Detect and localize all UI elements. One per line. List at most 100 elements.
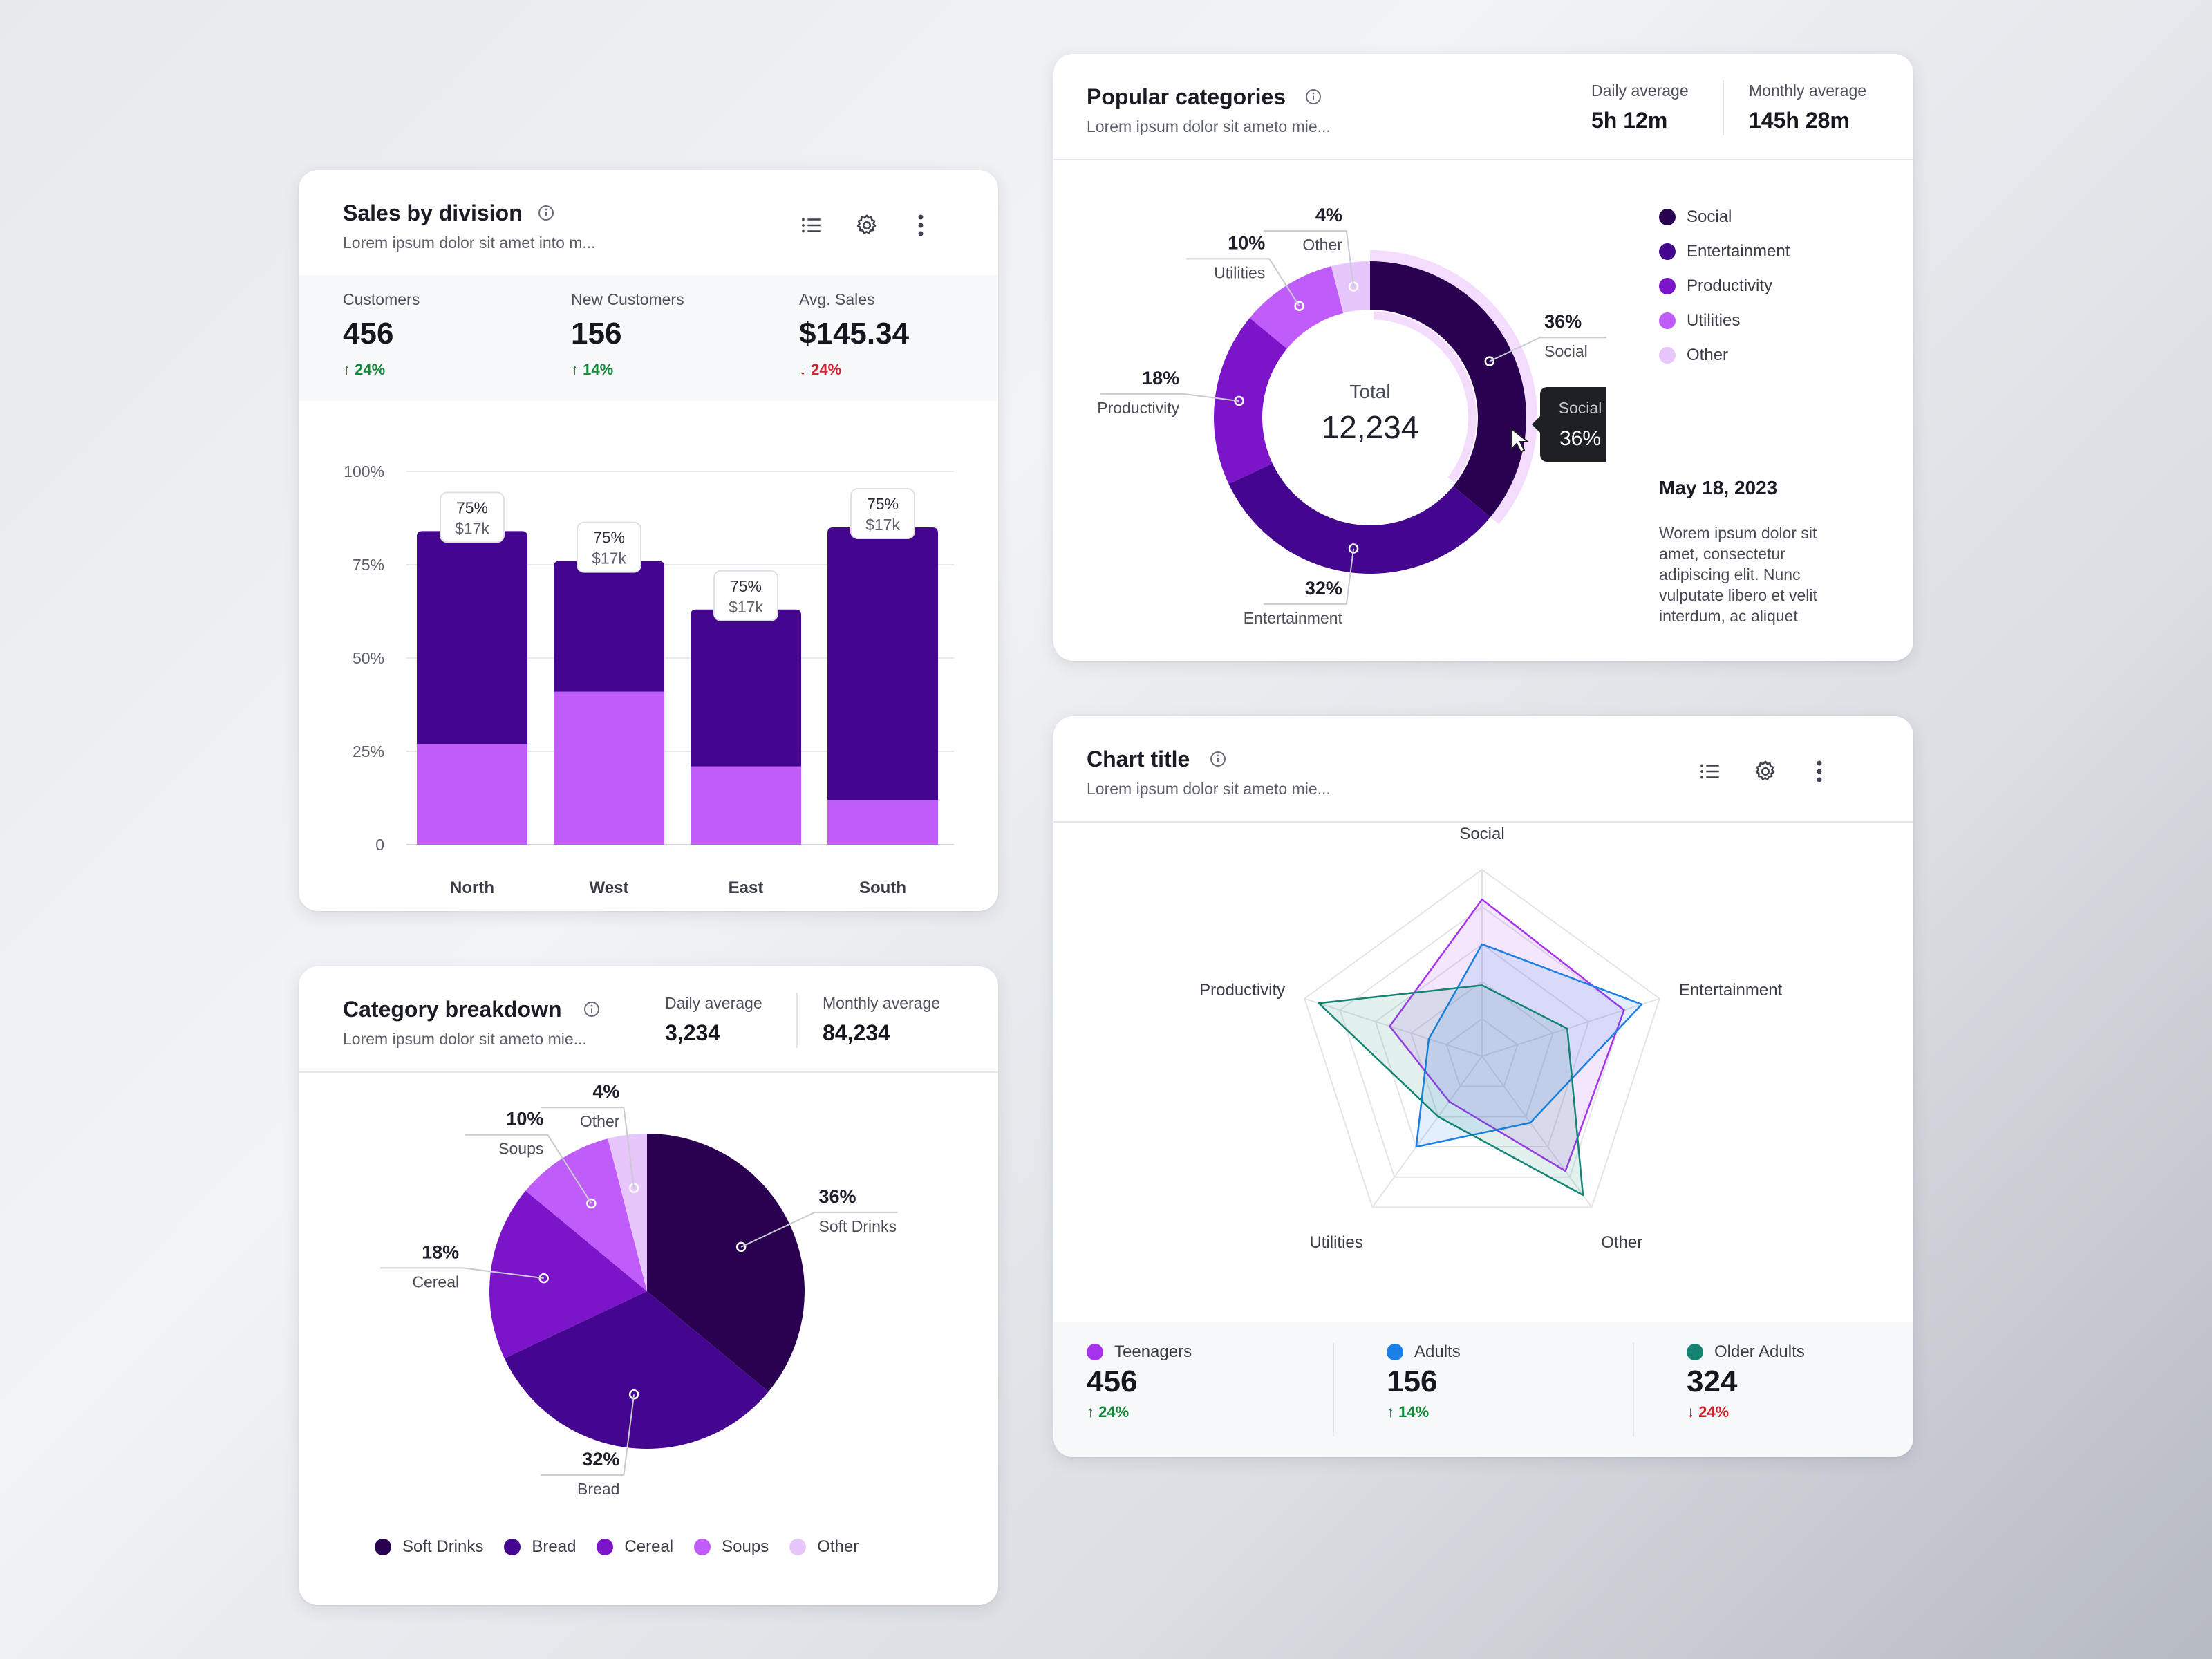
callout-line (740, 1211, 898, 1248)
legend-label: Utilities (1687, 311, 1741, 330)
legend-label: Soups (722, 1537, 769, 1556)
radar-axis-label: Utilities (1309, 1233, 1362, 1252)
callout-marker (735, 1241, 747, 1253)
info-icon[interactable] (1210, 751, 1226, 767)
radar-grid (1304, 868, 1660, 1208)
slice-callout: 4% Other (1263, 205, 1359, 292)
legend-dot (694, 1539, 711, 1555)
more-options-icon[interactable] (906, 210, 936, 241)
slice-callout: 10% Utilities (1186, 232, 1304, 311)
data-label: 75% $17k (577, 521, 641, 573)
data-label-amount: $17k (729, 598, 763, 616)
new-customers-label: New Customers (571, 290, 684, 308)
info-icon[interactable] (538, 205, 554, 221)
pie-legend: Soft Drinks Bread Cereal Soups Other (375, 1537, 859, 1557)
callout-line (1263, 230, 1355, 287)
adults-delta: ↑ 14% (1387, 1403, 1461, 1421)
date-heading: May 18, 2023 (1659, 477, 1778, 498)
pie-slice (608, 1134, 647, 1291)
gear-icon[interactable] (852, 210, 882, 241)
older-adults-delta-value: 24% (1698, 1403, 1730, 1421)
highlight-inner (1373, 311, 1477, 482)
radar-grid (1445, 1018, 1519, 1087)
donut-slice (1228, 463, 1491, 574)
legend-item[interactable]: Entertainment (1659, 242, 1790, 261)
legend-item[interactable]: Productivity (1659, 276, 1790, 296)
legend-item[interactable]: Social (1659, 207, 1790, 227)
divider (1723, 80, 1724, 135)
x-category-label: East (729, 879, 764, 897)
legend-dot (1659, 278, 1676, 294)
radar-axis-line (1481, 1056, 1593, 1208)
callout-marker (1294, 301, 1304, 311)
legend-item[interactable]: Cereal (597, 1537, 673, 1557)
older-adults-legend: Older Adults (1687, 1342, 1805, 1362)
slice-callout: 32% Entertainment (1244, 543, 1359, 627)
y-tick-label: 25% (353, 742, 384, 760)
legend-dot (1659, 312, 1676, 329)
callout-line (1186, 258, 1300, 307)
legend-dot (1659, 347, 1676, 364)
radar-grid (1410, 980, 1554, 1118)
info-icon[interactable] (1305, 88, 1322, 105)
legend-item[interactable]: Other (1659, 346, 1790, 365)
callout-marker (1484, 356, 1495, 366)
callout-marker (586, 1198, 597, 1209)
customers-label: Customers (343, 290, 420, 308)
callout-line (1263, 548, 1355, 605)
bar-segment (554, 691, 664, 845)
data-label-pct: 75% (867, 495, 899, 513)
card-header: Chart title Lorem ipsum dolor sit ameto … (1053, 716, 1913, 823)
legend-dot (1687, 1344, 1703, 1360)
legend-label: Social (1687, 207, 1732, 226)
callout-label: Soups (498, 1140, 543, 1158)
card-title: Popular categories (1087, 84, 1286, 109)
list-icon[interactable] (796, 210, 827, 241)
info-icon[interactable] (583, 1001, 600, 1018)
data-label-box (577, 521, 641, 573)
y-tick-label: 100% (344, 462, 384, 480)
donut-slice (1331, 261, 1370, 313)
card-subtitle: Lorem ipsum dolor sit ameto mie... (343, 1030, 587, 1048)
callout-label: Cereal (412, 1273, 459, 1291)
callout-value: 32% (582, 1449, 619, 1470)
gear-icon[interactable] (1750, 756, 1781, 787)
slice-callout: 36% Social (1484, 311, 1606, 366)
category-breakdown-card: Category breakdown Lorem ipsum dolor sit… (299, 966, 998, 1605)
x-category-label: West (590, 879, 629, 897)
slice-callout: 36% Soft Drinks (735, 1186, 898, 1253)
adults-value: 156 (1387, 1365, 1438, 1398)
legend-dot (1387, 1344, 1403, 1360)
tooltip-value: 36% (1559, 427, 1601, 450)
slice-callout: 4% Other (541, 1081, 639, 1193)
customers-delta-value: 24% (355, 361, 386, 378)
x-category-label: North (450, 879, 494, 897)
legend-dot (597, 1539, 614, 1555)
legend-item[interactable]: Soft Drinks (375, 1537, 483, 1557)
radar-grid (1339, 906, 1625, 1178)
customers-delta: ↑ 24% (343, 361, 385, 379)
legend-item[interactable]: Utilities (1659, 311, 1790, 330)
y-tick-label: 0 (375, 836, 384, 854)
legend-label: Productivity (1687, 276, 1773, 295)
callout-value: 36% (818, 1186, 856, 1207)
callout-value: 4% (592, 1081, 619, 1102)
callout-label: Other (580, 1112, 620, 1130)
list-icon[interactable] (1695, 756, 1725, 787)
more-options-icon[interactable] (1804, 756, 1835, 787)
legend-item[interactable]: Soups (694, 1537, 769, 1557)
arrow-up-icon: ↑ (1087, 1403, 1094, 1421)
bar-segment (827, 527, 938, 800)
callout-value: 10% (506, 1109, 543, 1130)
legend-label: Other (1687, 346, 1729, 364)
legend-item[interactable]: Bread (504, 1537, 576, 1557)
avg-sales-label: Avg. Sales (799, 290, 875, 308)
card-header: Category breakdown Lorem ipsum dolor sit… (299, 966, 998, 1073)
cursor-icon (1510, 427, 1530, 453)
customers-value: 456 (343, 317, 394, 350)
legend-label: Entertainment (1687, 242, 1790, 261)
radar-axis-label: Productivity (1199, 981, 1285, 1000)
donut-slice (1370, 261, 1526, 518)
legend-item[interactable]: Other (789, 1537, 859, 1557)
callout-value: 10% (1228, 232, 1265, 253)
